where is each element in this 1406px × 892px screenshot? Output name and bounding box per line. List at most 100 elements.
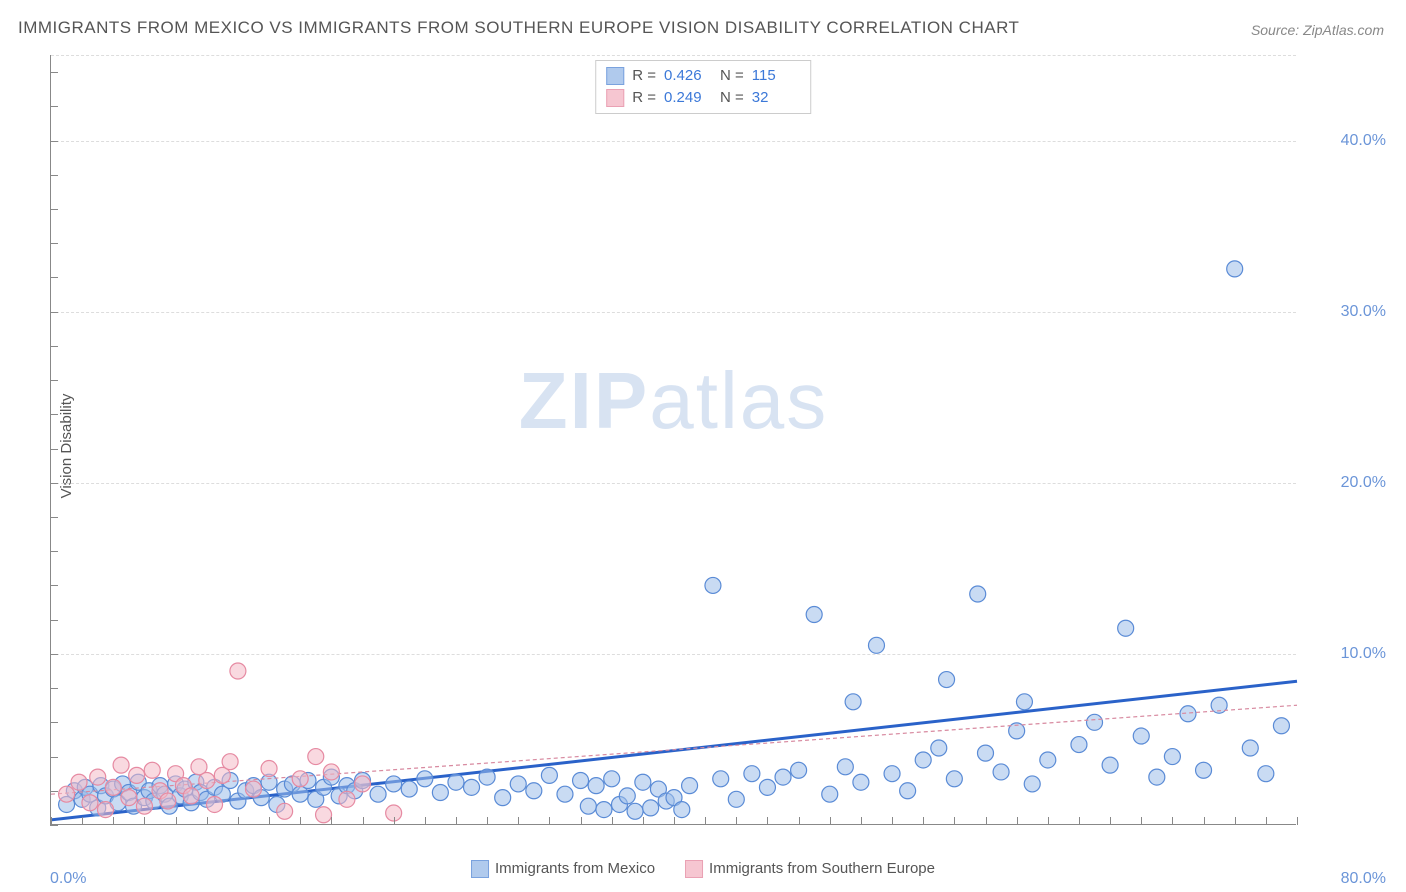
x-tick xyxy=(830,817,831,825)
point-mexico xyxy=(526,783,542,799)
y-tick xyxy=(50,688,58,689)
point-mexico xyxy=(946,771,962,787)
y-tick xyxy=(50,585,58,586)
legend-label-mexico: Immigrants from Mexico xyxy=(495,860,655,877)
point-seurope xyxy=(245,781,261,797)
gridline-h xyxy=(51,55,1296,56)
point-mexico xyxy=(1258,766,1274,782)
y-tick xyxy=(50,277,58,278)
x-tick xyxy=(487,817,488,825)
y-tick xyxy=(50,449,58,450)
point-seurope xyxy=(98,802,114,818)
point-mexico xyxy=(837,759,853,775)
legend-r-label: R = xyxy=(632,87,656,109)
legend-n-label: N = xyxy=(720,87,744,109)
point-mexico xyxy=(1016,694,1032,710)
y-tick xyxy=(50,243,58,244)
point-mexico xyxy=(1227,261,1243,277)
gridline-h xyxy=(51,483,1296,484)
x-tick xyxy=(1172,817,1173,825)
point-mexico xyxy=(588,778,604,794)
legend-n-value-seurope: 32 xyxy=(752,87,800,109)
point-mexico xyxy=(635,774,651,790)
x-tick xyxy=(1048,817,1049,825)
legend-swatch-mexico xyxy=(606,67,624,85)
point-mexico xyxy=(853,774,869,790)
y-tick xyxy=(50,414,58,415)
x-tick xyxy=(581,817,582,825)
gridline-h xyxy=(51,312,1296,313)
gridline-h xyxy=(51,141,1296,142)
legend-r-label: R = xyxy=(632,65,656,87)
point-seurope xyxy=(222,754,238,770)
point-mexico xyxy=(705,577,721,593)
point-seurope xyxy=(129,767,145,783)
point-mexico xyxy=(495,790,511,806)
y-tick xyxy=(50,141,58,142)
legend-stat-row-mexico: R =0.426N =115 xyxy=(606,65,800,87)
legend-stats: R =0.426N =115R =0.249N =32 xyxy=(595,60,811,114)
point-mexico xyxy=(370,786,386,802)
point-mexico xyxy=(915,752,931,768)
y-tick xyxy=(50,722,58,723)
x-tick xyxy=(1297,817,1298,825)
point-mexico xyxy=(939,672,955,688)
point-mexico xyxy=(900,783,916,799)
point-seurope xyxy=(316,807,332,823)
x-tick xyxy=(643,817,644,825)
point-mexico xyxy=(627,803,643,819)
legend-swatch-seurope xyxy=(685,860,703,878)
y-tick xyxy=(50,312,58,313)
point-mexico xyxy=(978,745,994,761)
x-tick xyxy=(176,817,177,825)
point-mexico xyxy=(713,771,729,787)
point-mexico xyxy=(401,781,417,797)
point-mexico xyxy=(791,762,807,778)
point-mexico xyxy=(993,764,1009,780)
x-tick xyxy=(612,817,613,825)
y-tick xyxy=(50,517,58,518)
point-mexico xyxy=(464,779,480,795)
legend-swatch-seurope xyxy=(606,89,624,107)
point-seurope xyxy=(71,774,87,790)
point-seurope xyxy=(230,663,246,679)
y-tick xyxy=(50,757,58,758)
point-mexico xyxy=(1149,769,1165,785)
x-tick xyxy=(549,817,550,825)
point-mexico xyxy=(643,800,659,816)
y-tick-label: 40.0% xyxy=(1341,132,1386,150)
point-seurope xyxy=(160,793,176,809)
y-tick xyxy=(50,654,58,655)
plot-svg xyxy=(51,55,1296,824)
x-tick xyxy=(736,817,737,825)
y-tick xyxy=(50,791,58,792)
point-mexico xyxy=(580,798,596,814)
point-mexico xyxy=(1087,714,1103,730)
point-mexico xyxy=(596,802,612,818)
point-mexico xyxy=(884,766,900,782)
legend-item-mexico: Immigrants from Mexico xyxy=(471,860,655,878)
y-tick-label: 10.0% xyxy=(1341,645,1386,663)
point-seurope xyxy=(136,798,152,814)
x-tick xyxy=(82,817,83,825)
point-seurope xyxy=(207,796,223,812)
point-seurope xyxy=(144,762,160,778)
point-mexico xyxy=(728,791,744,807)
point-seurope xyxy=(199,773,215,789)
chart-title: IMMIGRANTS FROM MEXICO VS IMMIGRANTS FRO… xyxy=(18,18,1019,38)
x-tick xyxy=(767,817,768,825)
point-seurope xyxy=(183,788,199,804)
point-seurope xyxy=(355,776,371,792)
x-tick xyxy=(1141,817,1142,825)
point-mexico xyxy=(822,786,838,802)
point-mexico xyxy=(744,766,760,782)
point-mexico xyxy=(573,773,589,789)
x-tick xyxy=(1266,817,1267,825)
x-tick xyxy=(331,817,332,825)
x-tick xyxy=(705,817,706,825)
point-mexico xyxy=(1196,762,1212,778)
point-mexico xyxy=(674,802,690,818)
x-tick xyxy=(1079,817,1080,825)
plot-area: ZIPatlas xyxy=(50,55,1296,825)
y-tick xyxy=(50,346,58,347)
